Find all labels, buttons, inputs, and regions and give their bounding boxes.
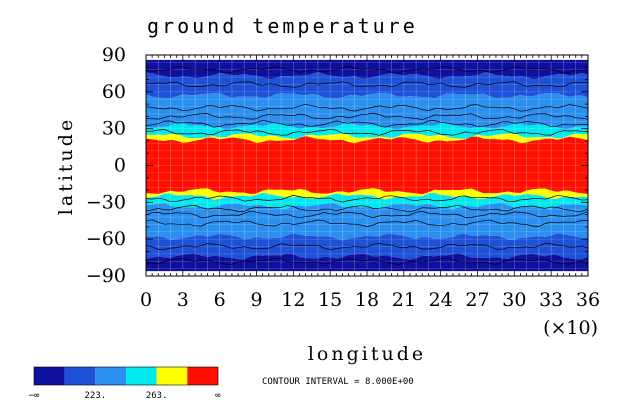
temperature-band (146, 59, 588, 80)
colorbar-label: 263. (146, 391, 168, 401)
colorbar-labels: −∞ 223. 263. ∞ (29, 391, 222, 401)
x-tick-label: 12 (281, 289, 305, 311)
temperature-band (146, 188, 588, 200)
temperature-band (146, 192, 588, 209)
contour-line (145, 210, 589, 219)
contour-line (145, 103, 589, 112)
x-tick-label: 30 (502, 289, 526, 311)
colorbar-swatch (187, 367, 218, 385)
contour-line (145, 204, 589, 213)
contour-lines (145, 66, 589, 265)
temperature-band (146, 253, 588, 272)
plot-fills (146, 59, 588, 272)
x-tick-label: 33 (539, 289, 563, 311)
colorbar-label: ∞ (215, 391, 221, 401)
contour-line (145, 66, 589, 74)
contour-line (145, 219, 589, 227)
plot-grid (146, 59, 588, 272)
contour-line (145, 119, 588, 128)
x-tick-label: 0 (140, 289, 152, 311)
x-multiplier-label: (×10) (543, 317, 598, 339)
y-tick-label: 90 (102, 44, 126, 66)
x-tick-labels: 0 3 6 9 12 15 18 21 24 27 30 33 36 (140, 289, 600, 311)
contour-line (145, 242, 589, 251)
y-tick-label: −60 (86, 228, 126, 250)
x-tick-label: 3 (177, 289, 189, 311)
temperature-band (146, 72, 588, 99)
contour-line (145, 194, 589, 203)
colorbar-frame (33, 366, 219, 386)
y-tick-label: −30 (86, 191, 126, 213)
temperature-band (146, 133, 588, 144)
colorbar-label: −∞ (29, 391, 40, 401)
y-tick-labels: 90 60 30 0 −30 −60 −90 (86, 44, 126, 287)
colorbar (33, 366, 219, 386)
x-tick-label: 6 (214, 289, 226, 311)
colorbar-swatch (156, 367, 188, 385)
contour-line (145, 113, 589, 120)
y-tick-label: 30 (102, 118, 126, 140)
y-tick-label: 0 (114, 155, 126, 177)
x-tick-label: 27 (465, 289, 489, 311)
colorbar-swatch (34, 367, 65, 385)
x-axis-label: longitude (308, 343, 426, 365)
contour-line (145, 81, 589, 88)
temperature-band (146, 233, 588, 260)
y-axis-label: latitude (55, 117, 77, 215)
colorbar-swatch (95, 367, 126, 385)
chart-title: ground temperature (147, 14, 418, 38)
y-tick-label: 60 (102, 81, 126, 103)
contour-line (145, 128, 589, 136)
x-tick-label: 18 (355, 289, 379, 311)
contour-interval-text: CONTOUR INTERVAL = 8.000E+00 (262, 377, 414, 387)
x-tick-label: 24 (429, 289, 453, 311)
colorbar-swatch (126, 367, 157, 385)
y-tick-label: −90 (86, 265, 126, 287)
x-tick-label: 15 (318, 289, 342, 311)
temperature-band (146, 92, 588, 130)
colorbar-swatch (64, 367, 96, 385)
x-tick-label: 36 (576, 289, 600, 311)
axis-ticks (145, 54, 589, 277)
contour-line (145, 257, 589, 265)
temperature-band (146, 136, 588, 195)
colorbar-label: 223. (84, 391, 106, 401)
x-tick-label: 21 (392, 289, 416, 311)
x-tick-label: 9 (250, 289, 262, 311)
